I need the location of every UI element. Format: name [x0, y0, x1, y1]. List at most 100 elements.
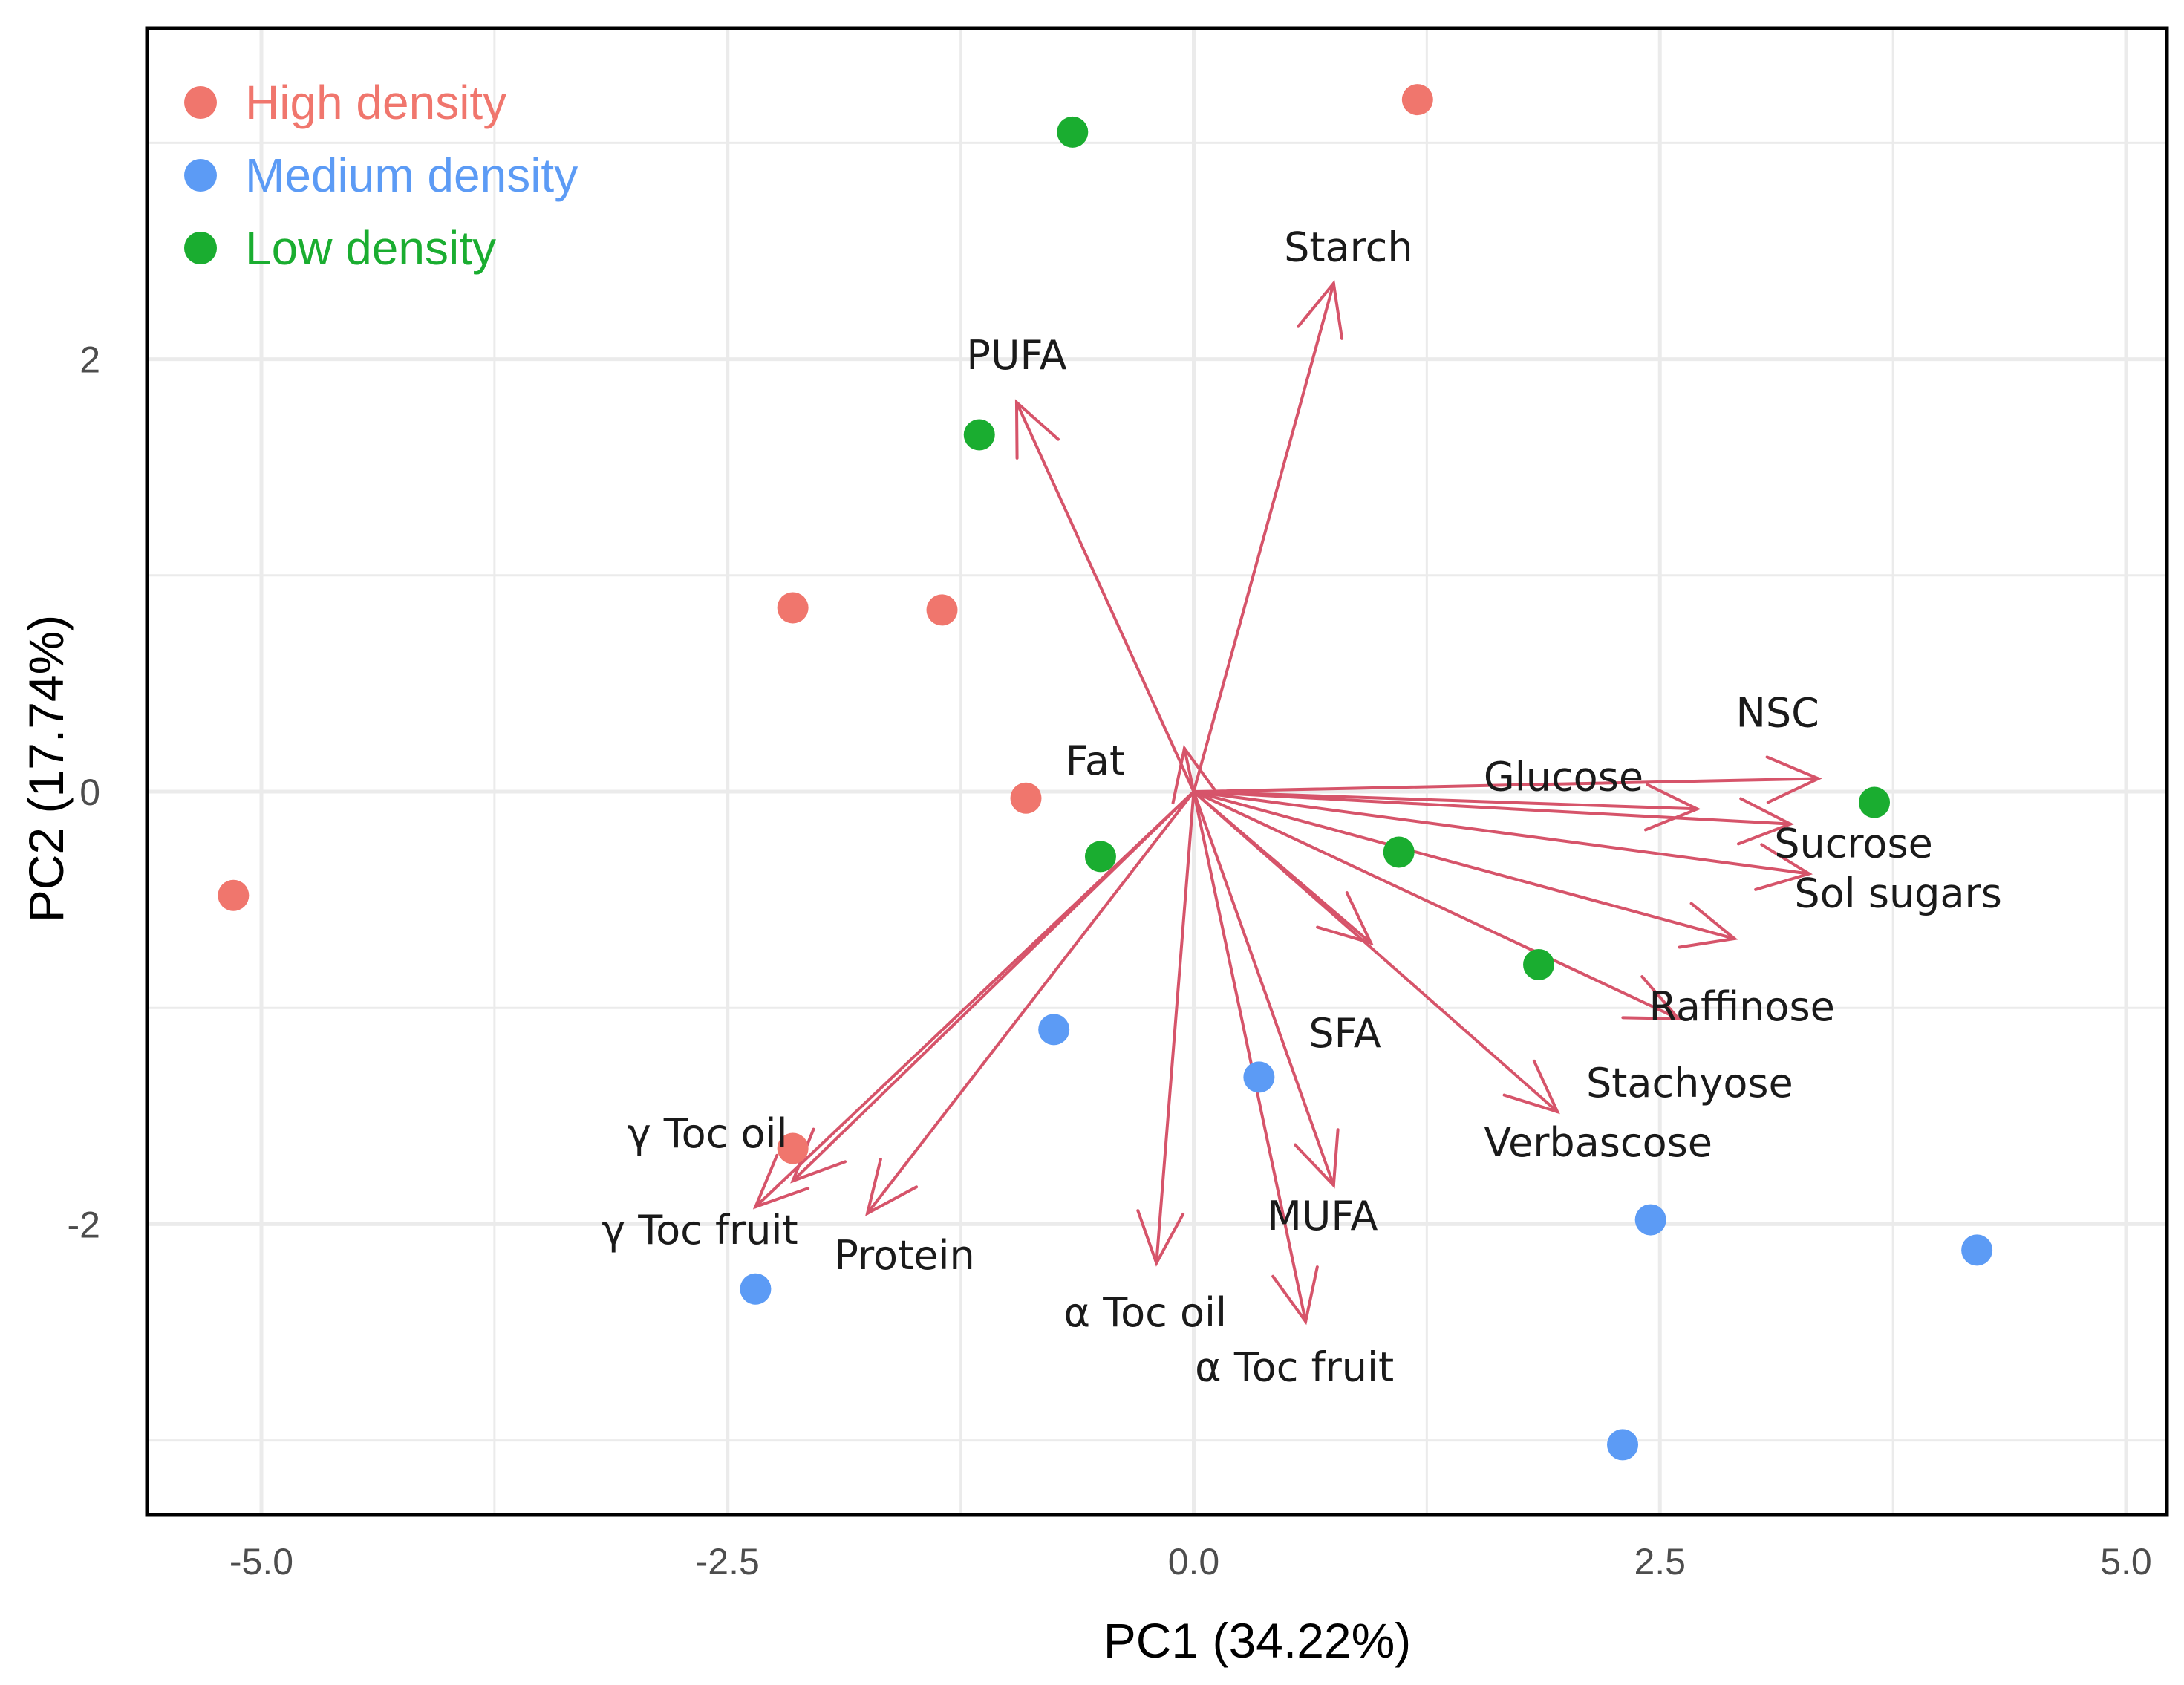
- plot-border: [145, 26, 2169, 1517]
- loading-label: SFA: [1308, 1010, 1381, 1057]
- x-tick-label: -2.5: [696, 1541, 760, 1583]
- loading-label: Fat: [1066, 737, 1125, 784]
- arrow-head: [1171, 744, 1219, 805]
- point-low-density: [1383, 836, 1415, 868]
- point-low-density: [1057, 116, 1089, 148]
- point-high-density: [218, 879, 250, 911]
- arrow-head: [752, 1153, 810, 1210]
- arrow-shaft: [1192, 790, 1681, 1020]
- legend-marker: [184, 232, 217, 264]
- loading-label: PUFA: [966, 332, 1066, 379]
- loading-arrow: [1192, 790, 1813, 891]
- arrow-head: [1014, 399, 1060, 460]
- loading-arrow: [1014, 399, 1196, 793]
- point-low-density: [1859, 786, 1891, 818]
- point-high-density: [777, 592, 809, 624]
- y-tick-label: 0: [79, 772, 100, 813]
- point-low-density: [963, 419, 995, 451]
- x-tick-label: 0.0: [1168, 1541, 1220, 1583]
- loading-arrow: [1192, 790, 1374, 946]
- loading-label: Sucrose: [1774, 821, 1933, 867]
- legend-label: High density: [245, 76, 506, 129]
- y-tick-label: 2: [79, 339, 100, 381]
- loading-arrow: [1136, 790, 1196, 1267]
- point-high-density: [1401, 84, 1433, 116]
- loading-label: γ Toc fruit: [602, 1207, 798, 1254]
- legend: High density Medium density Low density: [184, 76, 578, 275]
- point-low-density: [1084, 841, 1116, 873]
- loading-arrow: [1192, 783, 1701, 832]
- point-medium-density: [1607, 1429, 1639, 1461]
- legend-marker: [184, 86, 217, 119]
- loading-label: Glucose: [1484, 753, 1643, 800]
- arrow-shaft: [1192, 790, 1335, 1187]
- loading-arrow: [1192, 790, 1738, 949]
- arrow-head: [1316, 891, 1374, 946]
- arrow-head: [1643, 783, 1701, 832]
- y-tick-labels: 2 0 -2: [68, 339, 100, 1246]
- loading-label: α Toc oil: [1064, 1289, 1228, 1336]
- loading-arrow: [1192, 790, 1794, 846]
- arrow-shaft: [1014, 400, 1196, 793]
- plot-panel: [147, 28, 2167, 1515]
- loading-arrow: [1192, 279, 1344, 793]
- loading-label: γ Toc oil: [628, 1110, 788, 1157]
- arrow-head: [1678, 902, 1738, 949]
- gridlines: [147, 28, 2167, 1515]
- point-medium-density: [740, 1273, 772, 1305]
- arrow-shaft: [1155, 790, 1196, 1265]
- loading-arrow: [1192, 790, 1319, 1326]
- legend-marker: [184, 159, 217, 192]
- x-tick-label: 2.5: [1634, 1541, 1686, 1583]
- loading-arrow: [1171, 744, 1219, 805]
- loading-arrow: [1192, 790, 1340, 1189]
- point-medium-density: [1961, 1234, 1993, 1266]
- point-medium-density: [1243, 1061, 1275, 1093]
- arrow-shaft: [1192, 790, 1736, 941]
- legend-label: Medium density: [245, 149, 578, 202]
- loading-label: α Toc fruit: [1195, 1343, 1394, 1390]
- arrow-head: [865, 1157, 919, 1216]
- arrow-head: [1294, 1128, 1340, 1189]
- point-medium-density: [1038, 1014, 1070, 1046]
- arrow-shaft: [1192, 790, 1811, 876]
- arrow-head: [1754, 843, 1813, 891]
- y-tick-label: -2: [68, 1204, 100, 1245]
- arrow-shaft: [1192, 790, 1699, 811]
- arrow-shaft: [1192, 790, 1373, 945]
- loading-label: NSC: [1735, 690, 1819, 737]
- point-low-density: [1523, 948, 1555, 980]
- loading-label: Sol sugars: [1794, 870, 2002, 917]
- loading-label: Starch: [1284, 224, 1412, 271]
- arrow-head: [1621, 975, 1682, 1020]
- arrow-shaft: [1192, 281, 1335, 793]
- x-tick-label: -5.0: [229, 1541, 293, 1583]
- arrow-head: [1297, 279, 1344, 340]
- loading-label: Protein: [834, 1232, 974, 1279]
- arrow-shaft: [1182, 746, 1196, 793]
- x-tick-labels: -5.0 -2.5 0.0 2.5 5.0: [229, 1541, 2152, 1583]
- loading-label: Stachyose: [1586, 1060, 1793, 1107]
- arrow-head: [1271, 1265, 1319, 1326]
- loading-label: MUFA: [1267, 1193, 1378, 1239]
- arrow-head: [1502, 1059, 1560, 1115]
- point-high-density: [1010, 782, 1042, 814]
- point-high-density: [926, 594, 958, 626]
- loading-label: Verbascose: [1484, 1119, 1712, 1166]
- legend-label: Low density: [245, 221, 496, 275]
- arrow-shaft: [1192, 777, 1820, 793]
- arrow-head: [1136, 1209, 1185, 1267]
- loading-arrow: [865, 790, 1196, 1216]
- arrow-shaft: [1192, 790, 1793, 826]
- x-axis-title: PC1 (34.22%): [1104, 1613, 1412, 1668]
- loading-arrow: [1192, 755, 1822, 804]
- arrow-shaft: [1192, 790, 1308, 1323]
- arrow-head: [1736, 797, 1794, 846]
- arrow-shaft: [791, 790, 1196, 1183]
- loading-arrows: [752, 279, 1822, 1326]
- y-axis-title: PC2 (17.74%): [19, 615, 74, 923]
- x-tick-label: 5.0: [2100, 1541, 2152, 1583]
- arrow-shaft: [866, 790, 1196, 1215]
